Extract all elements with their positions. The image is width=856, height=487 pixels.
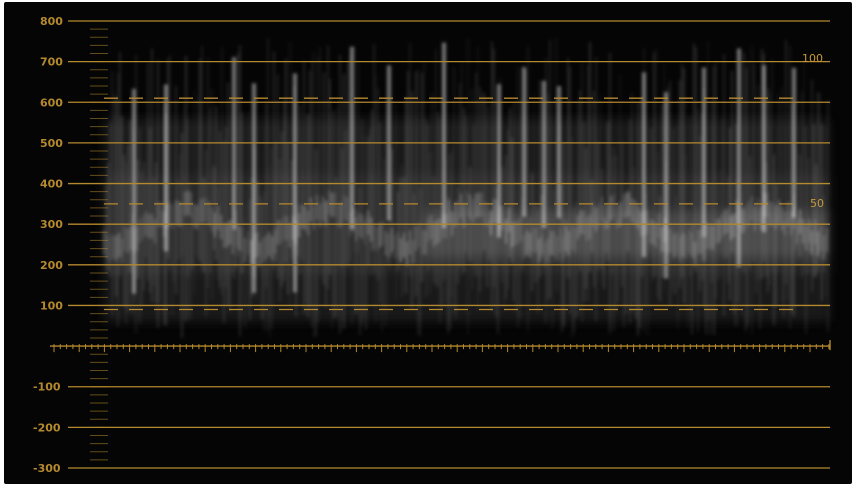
scale-label-800: 800	[40, 15, 63, 28]
scale-label-minus-300: -300	[33, 462, 61, 475]
waveform-graticule: 800 700 600 500 400 300 200 100 -100 -20…	[33, 15, 831, 475]
scale-label-200: 200	[40, 259, 63, 272]
percent-label-100: 100	[802, 52, 823, 65]
scale-labels: 800 700 600 500 400 300 200 100 -100 -20…	[33, 15, 824, 475]
scale-label-minus-100: -100	[33, 381, 61, 394]
scale-label-minus-200: -200	[33, 421, 61, 434]
scale-label-300: 300	[40, 218, 63, 231]
graticule-lines	[50, 20, 831, 469]
percent-label-50: 50	[810, 197, 824, 210]
waveform-scope: 800 700 600 500 400 300 200 100 -100 -20…	[4, 2, 852, 484]
scale-label-600: 600	[40, 96, 63, 109]
scale-label-500: 500	[40, 137, 63, 150]
waveform-trace	[103, 38, 829, 338]
scale-label-100: 100	[40, 300, 63, 313]
scale-label-700: 700	[40, 56, 63, 69]
scale-label-400: 400	[40, 178, 63, 191]
